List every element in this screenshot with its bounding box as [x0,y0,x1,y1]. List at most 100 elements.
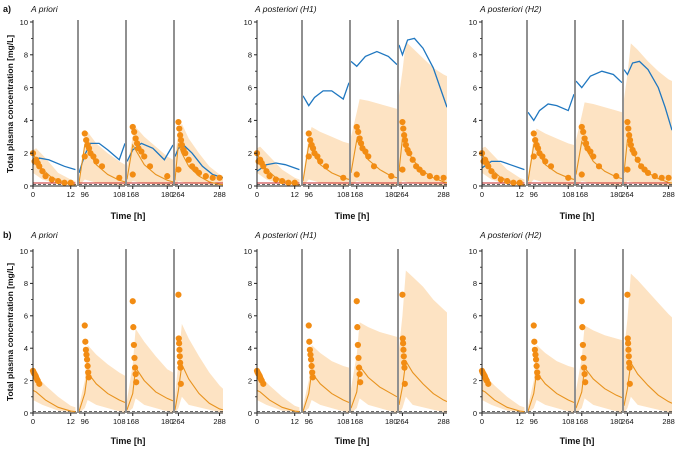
observation-point [531,338,538,345]
observation-point [581,135,588,142]
y-tick-label: 2 [248,376,252,385]
observation-point [209,174,216,181]
observation-point [357,140,365,147]
observation-point [625,125,632,132]
x-tick-label: 180 [610,417,623,426]
x-tick-label: 96 [305,417,313,426]
observation-point [279,177,286,185]
blue-series-line [623,60,672,131]
observation-point [353,123,360,131]
observation-point [356,135,363,142]
observation-point [532,136,539,144]
prediction-band [33,375,76,413]
observation-point [488,168,495,175]
median-line [482,389,525,413]
observation-point [580,364,588,371]
observation-point [626,359,633,366]
observation-point [55,177,62,185]
observation-point [433,174,440,181]
observation-point [90,153,97,160]
observation-point [132,135,139,142]
prediction-band [576,102,622,186]
observation-point [388,173,395,180]
panel-title: A posteriori (H1) [254,230,317,240]
x-tick-label: 108 [113,190,126,199]
prediction-band [624,273,672,413]
observation-point [547,163,555,170]
observation-point [399,291,406,298]
observation-point [36,380,43,387]
observation-point [306,338,313,345]
observation-point [613,173,620,180]
y-tick-label: 6 [248,83,252,92]
observation-point [580,354,587,362]
observation-point [530,322,537,329]
y-tick-label: 10 [244,247,252,256]
observation-point [581,371,588,378]
observation-point [532,356,540,363]
prediction-band [79,344,125,413]
observation-point [534,374,541,381]
observation-point [626,380,633,387]
observation-point [354,341,361,349]
y-tick-label: 8 [24,279,28,288]
observation-point [355,364,363,371]
observation-point [530,130,537,137]
median-line [575,366,623,409]
observation-point [578,123,585,131]
median-line [350,364,398,409]
x-tick-label: 12 [291,190,299,199]
panel: A posteriori (H1) 0 2 4 6 8 10 0 12 96 108 168 18026… [244,230,450,446]
observation-point [260,163,267,170]
observation-point [67,179,74,186]
observation-point [317,158,324,165]
observation-point [625,340,632,347]
x-axis-title: Time [h] [335,211,370,221]
observation-point [131,364,139,371]
y-tick-label: 10 [244,18,252,27]
observation-point [132,371,139,378]
observation-point [580,128,587,135]
observation-point [83,356,91,363]
prediction-band [528,128,574,186]
y-tick-label: 6 [473,83,477,92]
observation-point [202,173,209,180]
x-tick-label: 264 [396,190,409,199]
x-tick-label: 108 [562,417,575,426]
observation-point [651,173,658,180]
observation-point [98,163,106,170]
x-tick-label: 288 [437,190,450,199]
y-tick-label: 0 [248,182,252,191]
observation-point [176,125,183,132]
observation-point [533,362,540,370]
observation-point [178,141,185,149]
x-tick-label: 180 [161,417,174,426]
x-tick-label: 96 [305,190,313,199]
prediction-band [576,325,622,413]
observation-point [401,136,409,144]
observation-point [400,353,407,360]
observation-point [631,150,638,157]
observation-point [133,379,140,386]
observation-point [33,375,40,383]
observation-point [401,132,408,139]
observation-point [355,354,362,362]
y-tick-label: 0 [473,182,477,191]
row-label: a) [3,4,11,14]
observation-point [182,150,189,157]
observation-point [141,153,148,160]
x-tick-label: 0 [31,190,35,199]
observation-point [175,166,182,173]
prediction-band [175,323,223,413]
observation-point [176,353,183,360]
observation-point [406,150,413,157]
prediction-band [303,126,349,186]
x-tick-label: 96 [530,417,538,426]
observation-point [624,291,631,298]
prediction-band [482,375,525,413]
y-tick-label: 2 [24,376,28,385]
x-axis-title: Time [h] [111,211,146,221]
x-tick-label: 264 [621,417,634,426]
